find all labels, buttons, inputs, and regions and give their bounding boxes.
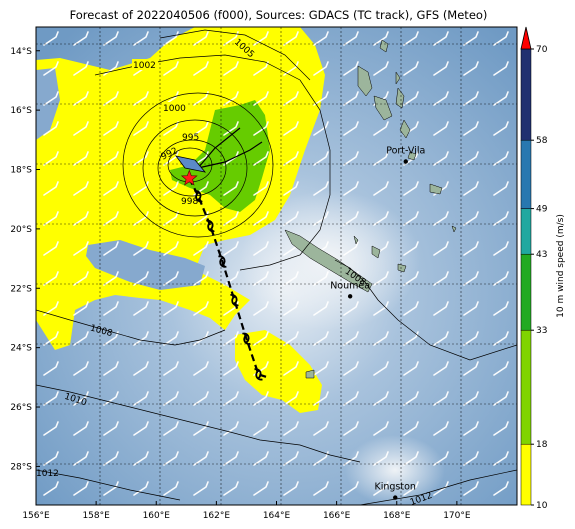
- colorbar-segment: [520, 208, 532, 255]
- lat-tick-label: 22°S: [10, 284, 32, 294]
- colorbar-extend-arrow-icon: [520, 26, 532, 50]
- lon-tick-label: 156°E: [22, 511, 50, 521]
- colorbar-tick-label: 70: [536, 45, 548, 55]
- isobar-label: 1000: [163, 104, 186, 114]
- lon-tick-label: 160°E: [143, 511, 171, 521]
- colorbar-tick-label: 49: [536, 205, 548, 215]
- colorbar-segment: [520, 443, 532, 506]
- place-label: Kingston: [375, 482, 416, 493]
- cyclone-symbol-icon: [230, 294, 239, 307]
- longitude-ticks: 156°E 158°E 160°E 162°E 164°E 166°E 168°E 170°E: [22, 501, 471, 521]
- cyclone-symbol-icon: [242, 332, 251, 345]
- places: Port-Vila Nouméa Kingston: [330, 145, 425, 500]
- isobars: [36, 29, 517, 505]
- colorbar-tick-label: 58: [536, 136, 548, 146]
- place-label: Nouméa: [330, 280, 370, 291]
- lon-tick-label: 170°E: [443, 511, 471, 521]
- colorbar-tick-label: 18: [536, 440, 548, 450]
- colorbar-tick-label: 33: [536, 326, 547, 336]
- isobar-label: 1002: [133, 61, 156, 71]
- lon-tick-label: 164°E: [263, 511, 291, 521]
- lon-tick-label: 162°E: [203, 511, 231, 521]
- lon-tick-label: 168°E: [383, 511, 411, 521]
- colorbar: 10 18 33 43 49 58 70: [520, 45, 548, 511]
- lat-tick-label: 26°S: [10, 403, 32, 413]
- isobar-label: 995: [182, 133, 199, 143]
- map-title: Forecast of 2022040506 (f000), Sources: …: [69, 8, 488, 22]
- colorbar-segment: [520, 139, 532, 209]
- lat-tick-label: 14°S: [10, 47, 32, 57]
- lon-tick-label: 166°E: [323, 511, 351, 521]
- lat-tick-label: 16°S: [10, 106, 32, 116]
- colorbar-label: 10 m wind speed (m/s): [556, 214, 566, 318]
- colorbar-tick-label: 43: [536, 250, 547, 260]
- map-grid: [36, 27, 517, 505]
- cyclone-symbol-icon: [194, 190, 203, 203]
- latitude-ticks: 14°S 16°S 18°S 20°S 22°S 24°S 26°S 28°S: [10, 47, 40, 472]
- storm-position-star-icon: [180, 169, 198, 186]
- cyclone-symbol-icon: [254, 368, 263, 381]
- land-vanuatu: [357, 39, 443, 195]
- colorbar-tick-label: 10: [536, 501, 548, 511]
- track-cyclone-symbols: [194, 190, 263, 381]
- place-dot: [393, 495, 398, 500]
- lat-tick-label: 20°S: [10, 225, 32, 235]
- past-track: [175, 127, 263, 173]
- colorbar-segment: [520, 48, 532, 141]
- place-dot: [347, 294, 353, 299]
- place-label: Port-Vila: [386, 145, 425, 156]
- lat-tick-label: 28°S: [10, 462, 32, 472]
- land-new-caledonia: [284, 229, 373, 293]
- isobar-label: 998: [181, 197, 198, 207]
- place-dot: [403, 159, 408, 164]
- isobar-label: 1012: [36, 469, 59, 479]
- lat-tick-label: 24°S: [10, 344, 32, 354]
- lat-tick-label: 18°S: [10, 166, 32, 176]
- cyclone-symbol-icon: [206, 219, 215, 233]
- colorbar-segment: [520, 329, 532, 445]
- colorbar-segment: [520, 253, 532, 331]
- lon-tick-label: 158°E: [82, 511, 110, 521]
- cyclone-symbol-icon: [218, 255, 227, 268]
